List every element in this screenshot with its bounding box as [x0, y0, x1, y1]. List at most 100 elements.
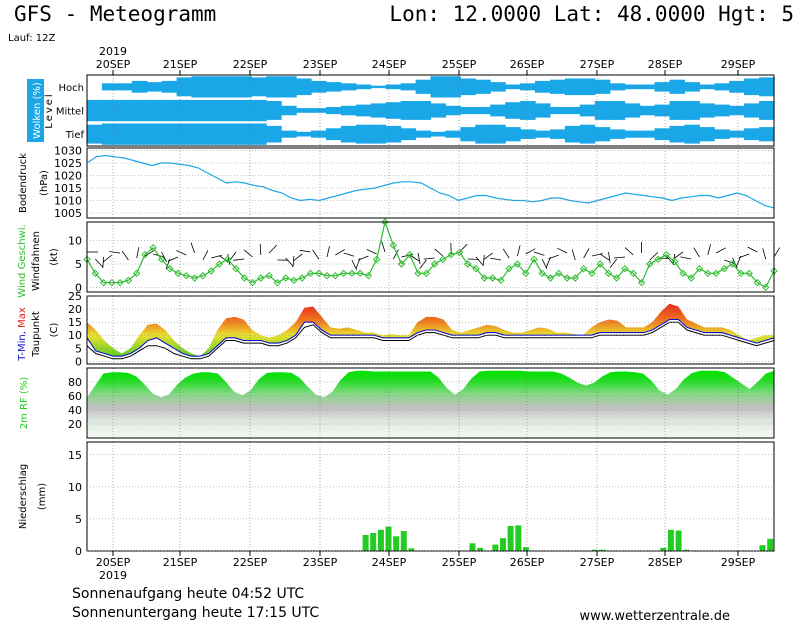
wind-point-30	[331, 271, 340, 280]
cloud-cover_mid-30	[535, 103, 551, 118]
precip-bar-78	[683, 549, 690, 551]
cloud-cover_mid-1	[101, 99, 118, 122]
cloud-cover_mid-7	[191, 99, 207, 122]
wind-point-61	[588, 269, 596, 278]
cloud-cover_high-2	[116, 83, 133, 91]
wind-barb-61	[591, 253, 603, 257]
wind-barb-58	[557, 247, 568, 254]
wind-point-18	[232, 264, 240, 273]
wind-point-65	[621, 264, 629, 273]
wind-barb-36	[381, 241, 386, 253]
wind-barb-4	[109, 251, 121, 254]
cloud-cover_mid-25	[460, 107, 476, 115]
temperature-ylabel: T-Min, Max	[17, 307, 28, 362]
cloud-cover_mid-17	[340, 105, 357, 116]
wind-barb-9	[161, 251, 167, 262]
wind-point-22	[265, 271, 273, 280]
cloud-cover_low-22	[415, 130, 432, 138]
cloud-cover_mid-2	[116, 99, 133, 122]
xlabel-top-0: 20SEP	[96, 58, 131, 71]
xlabel-bottom-1: 21SEP	[163, 556, 198, 569]
cloud-cover_mid-44	[744, 103, 760, 118]
cloud-cover_high-35	[609, 83, 626, 91]
xlabel-bottom-8: 28SEP	[648, 556, 683, 569]
humidity-ylabel: 2m RF (%)	[19, 377, 30, 430]
cloud-cover_high-37	[639, 84, 656, 90]
xlabel-top-1: 21SEP	[163, 58, 198, 71]
ytick-temperature-0: 0	[75, 355, 82, 368]
cloud-cover_mid-33	[579, 104, 596, 117]
wind-point-37	[389, 241, 398, 250]
wind-barb-32	[351, 259, 358, 271]
cloud-cover_low-30	[535, 130, 551, 138]
panel-frame-clouds	[86, 74, 775, 147]
ytick-pressure-1: 1010	[54, 195, 82, 208]
wind-point-33	[356, 269, 364, 278]
cloud-cover_low-21	[400, 128, 417, 141]
dewpoint-line	[86, 321, 775, 360]
cloud-cover_high-32	[564, 78, 581, 96]
cloud-cover_low-14	[296, 131, 312, 137]
cloud-cover_high-40	[684, 82, 700, 92]
wind-point-43	[439, 255, 447, 264]
cloud-cover_low-29	[520, 129, 536, 139]
wind-barb-6	[136, 247, 140, 259]
wind-speed-line	[86, 219, 775, 289]
cloud-cover_low-38	[654, 128, 670, 141]
wind-barb-30	[335, 249, 346, 256]
wind-unit: (kt)	[49, 248, 60, 266]
wind-barb-35	[366, 249, 377, 255]
cloud-cover_mid-36	[624, 103, 641, 118]
xlabel-bottom-7: 27SEP	[580, 556, 615, 569]
wind-barb-66	[624, 247, 634, 256]
cloud-cover_mid-22	[415, 101, 432, 120]
precip-bar-75	[660, 547, 667, 551]
wind-point-34	[364, 271, 373, 280]
cloud-level-0: Hoch	[59, 83, 84, 94]
cloud-cover_low-45	[759, 127, 775, 142]
cloud-cover_high-17	[340, 83, 357, 91]
cloud-cover_mid-0	[87, 99, 103, 122]
cloud-cover_low-10	[236, 123, 252, 145]
wind-point-79	[737, 269, 745, 278]
wind-point-10	[166, 264, 174, 273]
wind-point-41	[422, 269, 431, 278]
precip-bar-57	[522, 547, 529, 551]
wind-barb-57	[548, 254, 559, 260]
wind-point-40	[414, 269, 422, 278]
cloud-cover_low-5	[161, 123, 178, 145]
pressure-unit: (hPa)	[39, 170, 50, 196]
tmin-line	[86, 318, 775, 357]
ytick-precip-3: 15	[68, 449, 82, 462]
wind-barb-68	[649, 252, 659, 261]
wind-barb-72	[673, 251, 684, 259]
wind-barb-52	[517, 245, 521, 257]
cloud-cover_mid-35	[609, 101, 626, 120]
cloud-cover_high-44	[744, 78, 760, 96]
cloud-cover_high-6	[176, 77, 193, 97]
wind-point-66	[629, 269, 638, 278]
cloud-level-1: Mittel	[56, 107, 84, 118]
cloud-cover_mid-4	[146, 99, 163, 122]
cloud-cover_high-1	[101, 83, 118, 91]
wind-barb-70	[666, 255, 674, 265]
wind-point-29	[323, 271, 331, 280]
precip-bar-38	[377, 529, 384, 551]
precip-bar-39	[385, 526, 392, 551]
cloud-cover_high-25	[460, 78, 476, 96]
cloud-cover_low-8	[206, 123, 222, 145]
cloud-cover_mid-8	[206, 99, 222, 122]
wind-point-19	[240, 274, 249, 282]
precip-bar-50	[469, 543, 476, 551]
cloud-level-label: Level	[44, 92, 55, 128]
cloud-cover_low-31	[550, 129, 566, 139]
xlabel-bottom-4: 24SEP	[372, 556, 407, 569]
cloud-cover_mid-6	[176, 99, 193, 122]
location-coords: Lon: 12.0000 Lat: 48.0000 Hgt: 5	[389, 2, 794, 26]
wind-point-8	[149, 243, 157, 252]
cloud-cover_high-4	[146, 82, 163, 92]
wind-point-3	[108, 278, 116, 287]
wind-point-82	[761, 283, 770, 292]
wind-point-15	[207, 267, 215, 275]
